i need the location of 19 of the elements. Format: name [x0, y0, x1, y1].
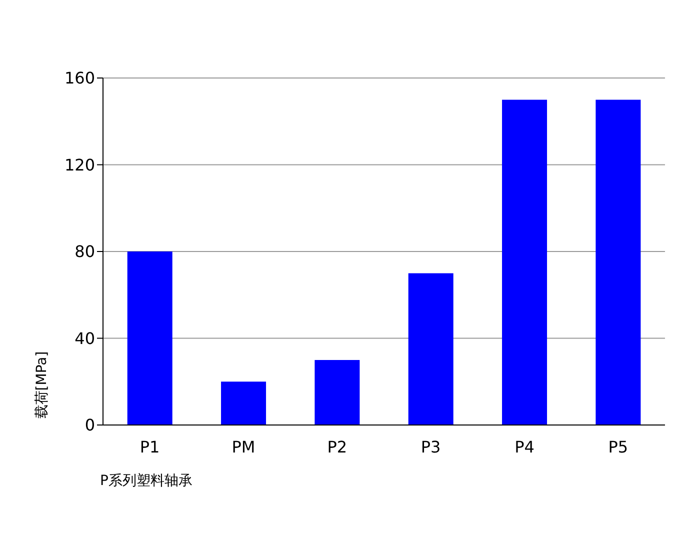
bar: [314, 360, 360, 425]
x-axis-title: P系列塑料轴承: [100, 472, 192, 490]
x-tick-label: PM: [232, 437, 256, 456]
x-tick-label: P1: [140, 437, 160, 456]
bar: [408, 273, 454, 425]
x-tick-label: P3: [420, 437, 441, 456]
y-tick-label: 120: [64, 155, 95, 174]
y-tick-label: 80: [74, 242, 95, 262]
x-tick-label: P2: [327, 437, 348, 456]
y-tick-label: 160: [64, 68, 95, 88]
y-axis-title: 载荷[MPa]: [33, 351, 51, 419]
y-tick-label: 40: [74, 328, 95, 348]
bar: [596, 100, 641, 425]
y-tick-label: 0: [84, 416, 95, 435]
x-tick-label: P5: [608, 437, 628, 456]
bar: [127, 252, 172, 425]
bar: [221, 382, 266, 425]
x-tick-label: P4: [514, 437, 534, 456]
bar: [502, 100, 548, 425]
